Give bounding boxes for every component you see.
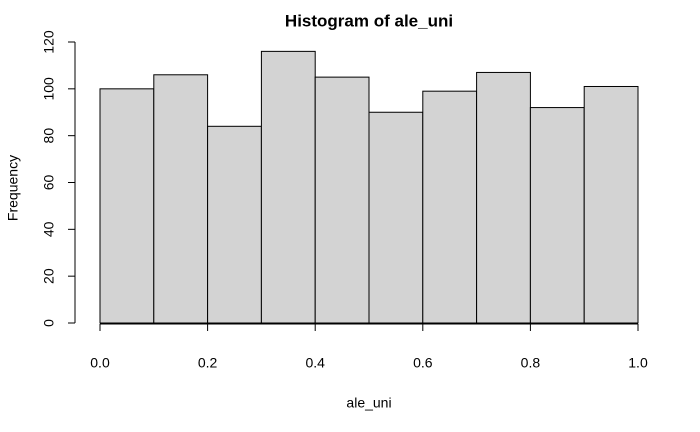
x-tick-label: 0.8 <box>521 355 541 371</box>
y-tick-label: 20 <box>41 268 57 284</box>
x-tick-label: 0.6 <box>413 355 433 371</box>
bar <box>153 74 209 324</box>
y-tick-label: 0 <box>41 319 57 327</box>
bar <box>529 107 585 324</box>
bar <box>207 125 262 324</box>
y-tick-label: 40 <box>41 221 57 237</box>
x-tick-label: 0.2 <box>198 355 218 371</box>
x-tick-label: 0.0 <box>90 355 110 371</box>
x-tick-label: 0.4 <box>305 355 325 371</box>
chart-title: Histogram of ale_uni <box>285 11 453 30</box>
y-axis-label: Frequency <box>5 155 21 221</box>
x-tick-label: 1.0 <box>628 355 648 371</box>
bar <box>368 111 424 324</box>
bar <box>99 88 155 324</box>
y-tick-label: 80 <box>41 128 57 144</box>
bar <box>422 90 478 324</box>
y-tick-label: 100 <box>41 77 57 101</box>
bar <box>476 71 531 324</box>
x-axis-label: ale_uni <box>346 395 391 411</box>
y-tick-label: 120 <box>41 30 57 54</box>
bar <box>583 85 639 324</box>
bar <box>260 50 316 324</box>
y-tick-label: 60 <box>41 175 57 191</box>
bar <box>314 76 370 324</box>
